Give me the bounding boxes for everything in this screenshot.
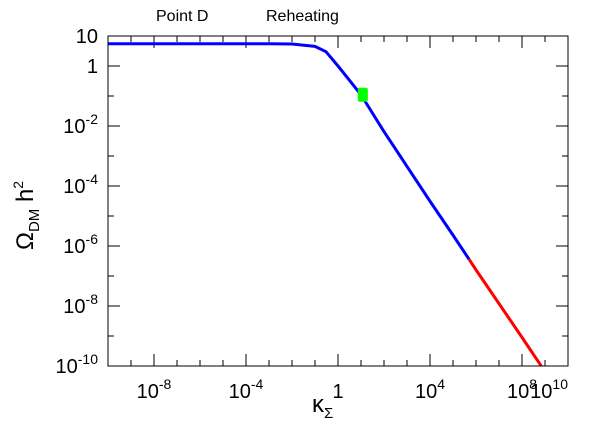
y-tick-label: 10-6 — [63, 231, 98, 258]
x-tick-label: 1 — [332, 381, 343, 403]
y-tick-labels: 10 1 10-2 10-4 10-6 10-8 10-10 — [56, 26, 99, 378]
y-axis-title: ΩDM h2 — [10, 181, 43, 250]
plot-frame — [107, 35, 569, 367]
y-tick-label: 10-10 — [56, 351, 99, 378]
x-tick-label: 104 — [415, 376, 445, 403]
y-tick-label: 10-8 — [63, 291, 98, 318]
point-d-marker — [357, 87, 368, 102]
y-tick-label: 1 — [87, 56, 98, 78]
y-tick-label: 10 — [76, 26, 98, 48]
series-layer — [108, 42, 544, 366]
x-tick-label: 10-4 — [229, 376, 264, 403]
y-tick-label: 10-2 — [63, 111, 98, 138]
annotation-reheating: Reheating — [266, 8, 339, 25]
series-line-1 — [108, 42, 471, 261]
minor-ticks — [107, 35, 569, 367]
annotation-point-d: Point D — [156, 8, 208, 25]
series-line-2 — [467, 258, 544, 366]
major-ticks — [108, 35, 569, 367]
x-tick-label: 108 — [507, 376, 537, 403]
x-tick-label: 10-8 — [137, 376, 172, 403]
x-axis-title: κΣ — [312, 391, 333, 422]
y-tick-label: 10-4 — [63, 171, 98, 198]
x-tick-label: 1010 — [530, 376, 568, 403]
